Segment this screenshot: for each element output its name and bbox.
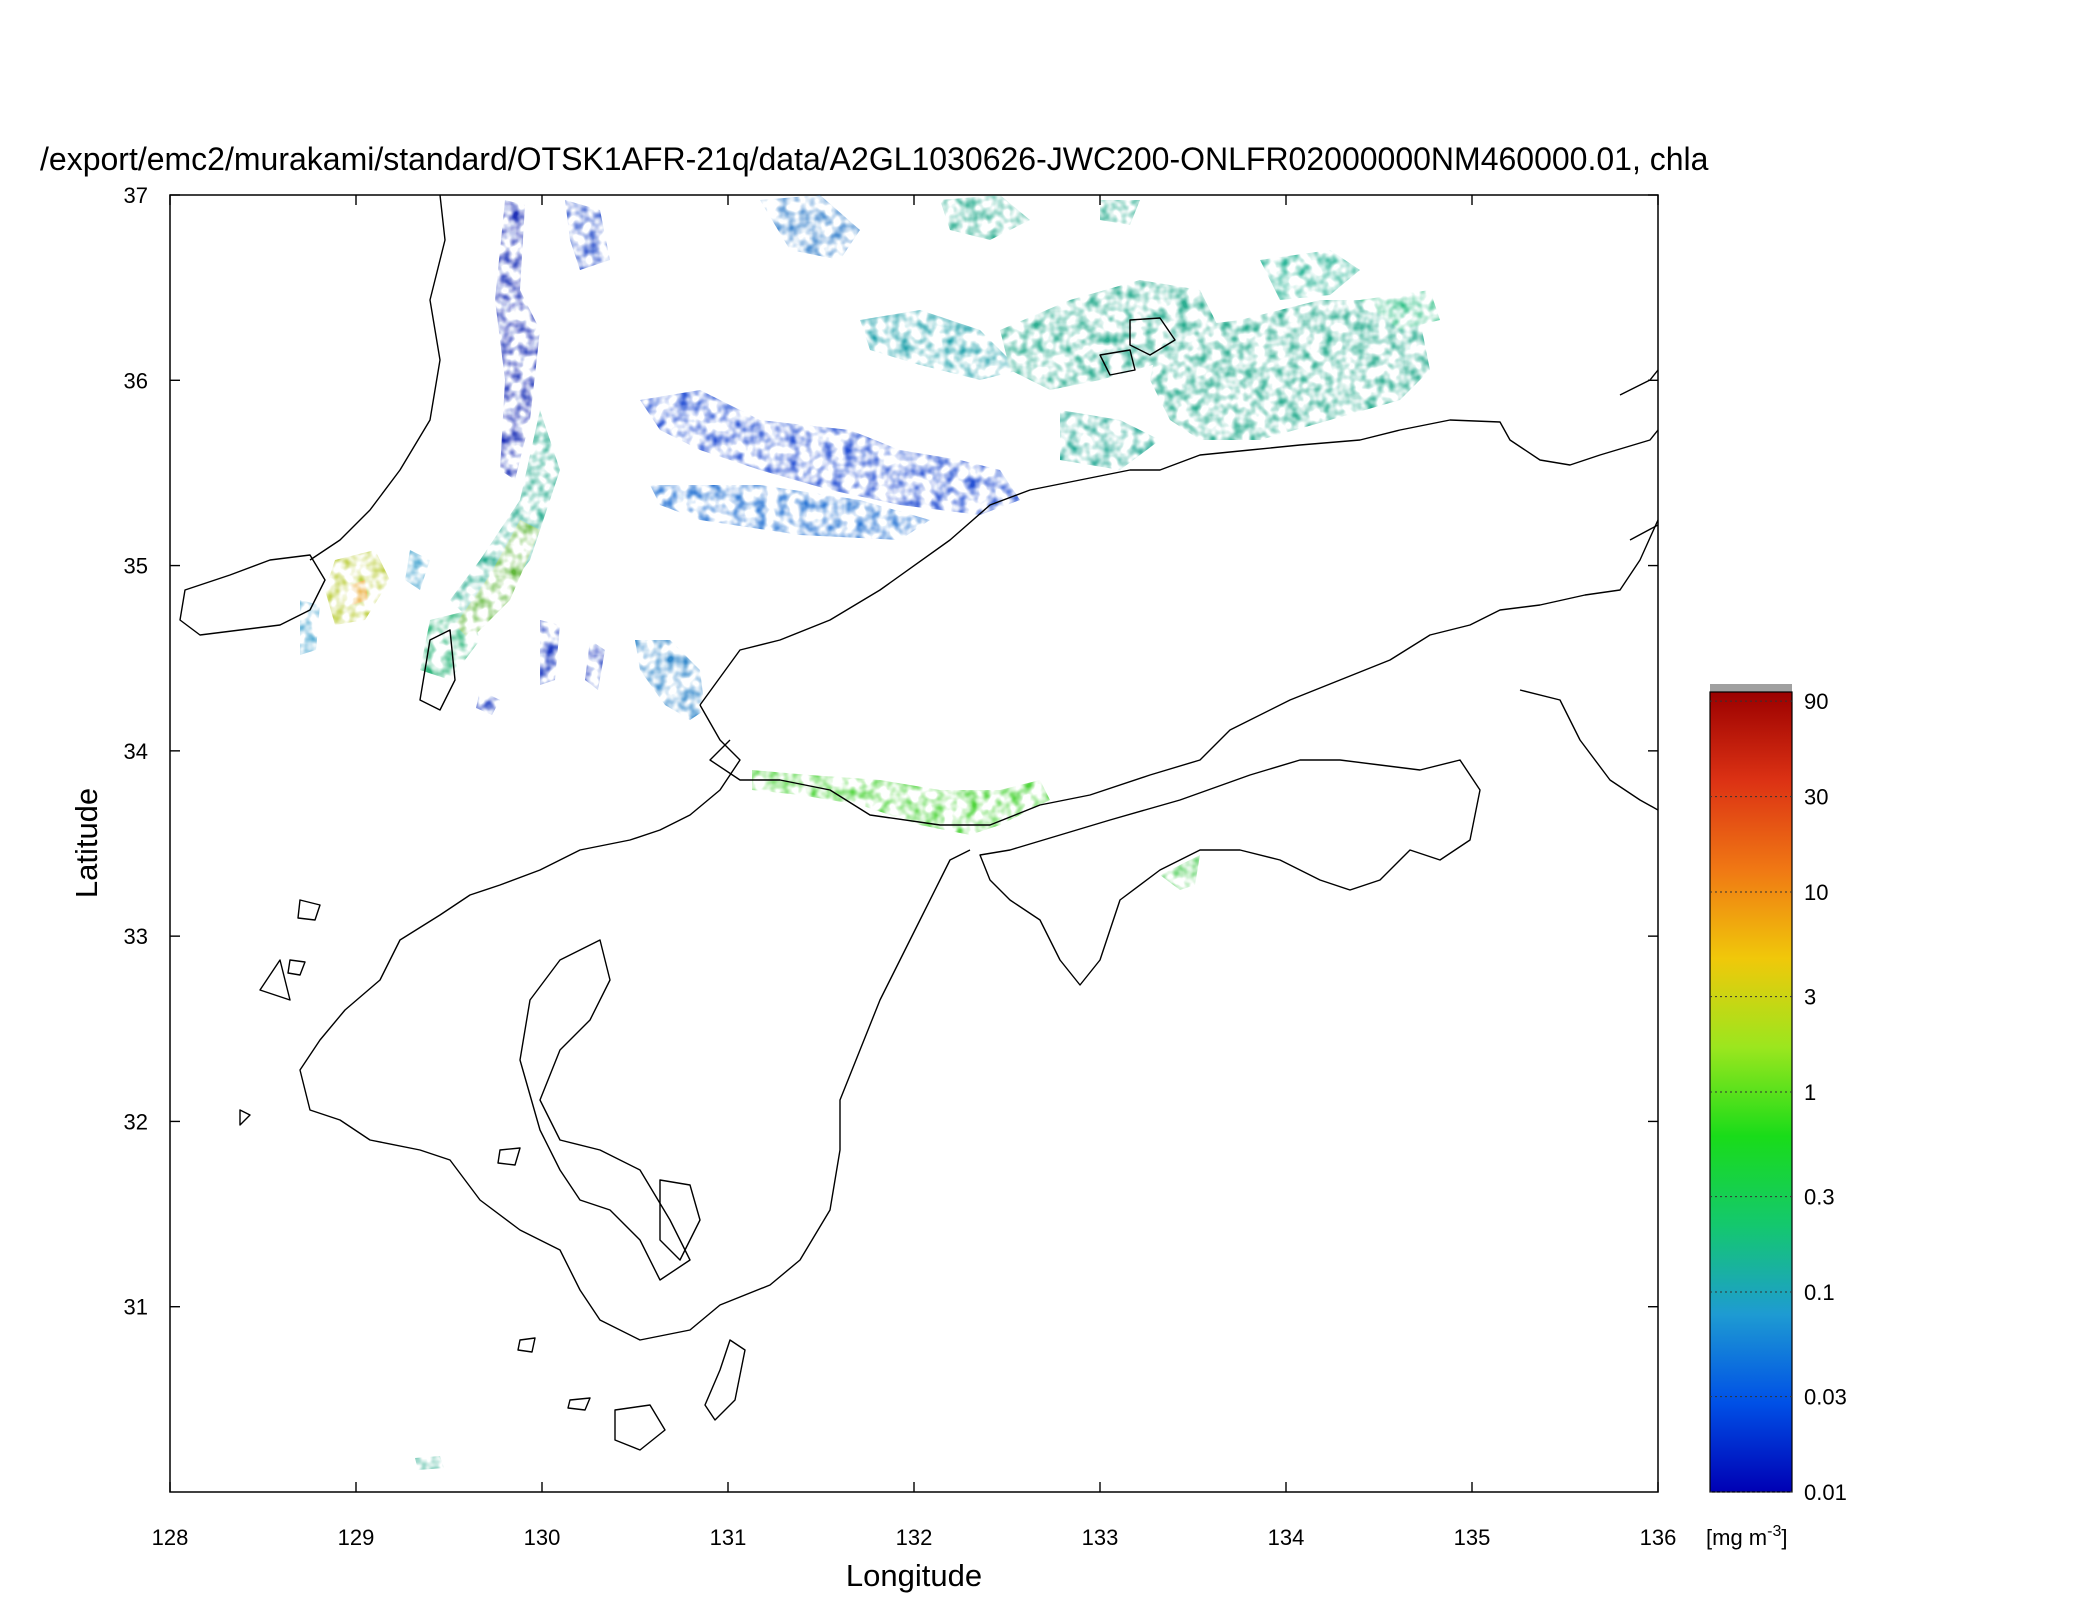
x-tick-label: 134 [1268,1525,1305,1550]
x-tick-label: 128 [152,1525,189,1550]
colorbar-tick-label: 0.01 [1804,1480,1847,1505]
coast-shikoku [979,759,1481,986]
x-tick-label: 136 [1640,1525,1677,1550]
colorbar-tick-label: 1 [1804,1080,1816,1105]
colorbar-unit-suffix: ] [1781,1525,1787,1550]
map-title: /export/emc2/murakami/standard/OTSK1AFR-… [40,141,1709,177]
sea-of-japan-band-1 [650,485,930,540]
seto-inland-sea [752,770,1050,835]
chlorophyll-patches [300,195,1440,1470]
colorbar: 0.01 0.03 0.1 0.3 1 3 10 30 90 [1709,684,1847,1505]
nw-stream-2 [565,200,610,270]
y-tick-label: 34 [124,739,148,764]
x-tick-label: 129 [338,1525,375,1550]
y-tick-label: 37 [124,183,148,208]
coast-yakushima [614,1404,666,1451]
colorbar-tick-label: 0.1 [1804,1280,1835,1305]
tosa-bay [1160,855,1200,890]
colorbar-tick-label: 30 [1804,785,1828,810]
hibiki-nada [635,640,705,720]
south-islet [415,1456,444,1470]
coast-goto [179,554,326,636]
colorbar-overflow [1710,684,1792,693]
nw-stream-1 [495,200,540,480]
x-tick-label: 131 [710,1525,747,1550]
sea-of-japan-green-4 [1360,290,1440,330]
sea-of-japan-green [1150,300,1430,440]
coast-kyushu [299,704,971,1341]
coast-tsushima [419,629,456,711]
x-tick-label: 132 [896,1525,933,1550]
map-axes: 128 129 130 131 132 133 134 135 136 31 32 33 34 35 36 3… [124,183,1677,1550]
sea-of-japan-green-1 [1000,280,1220,390]
tsushima-strait [455,520,540,640]
colorbar-unit-prefix: [mg m [1706,1525,1767,1550]
coast-islets [239,899,591,1411]
colorbar-unit: [mg m-3] [1706,1523,1787,1550]
y-tick-label: 36 [124,368,148,393]
y-tick-label: 32 [124,1109,148,1134]
x-axis-label: Longitude [846,1558,982,1593]
y-axis-label: Latitude [69,788,104,898]
map-plot-area [169,194,1659,1493]
colorbar-tick-label: 0.03 [1804,1385,1847,1410]
sea-of-japan-band-2 [860,310,1020,380]
coast-inner-bay [519,939,691,1281]
nw-stream-3 [450,410,560,620]
coast-tanegashima [704,1339,746,1421]
coastlines [179,195,1658,1451]
sea-of-japan-green-2 [1060,410,1160,470]
x-tick-label: 135 [1454,1525,1491,1550]
x-tick-label: 130 [524,1525,561,1550]
colorbar-tick-label: 0.3 [1804,1185,1835,1210]
goto-specks [300,550,430,655]
x-tick-label: 133 [1082,1525,1119,1550]
y-tick-label: 31 [124,1295,148,1320]
sea-of-japan-green-5 [940,195,1140,240]
goto-high-core [350,580,368,605]
coast-kii [1519,689,1658,811]
colorbar-tick-label: 3 [1804,985,1816,1010]
colorbar-tick-label: 10 [1804,880,1828,905]
coast-oki [1099,349,1136,376]
blue-specks [476,620,605,715]
colorbar-unit-exp: -3 [1767,1523,1781,1540]
sea-of-japan-green-3 [1260,250,1360,300]
coast-kagoshima [659,1179,701,1261]
coast-honshu [699,419,1658,826]
coast-korea [309,195,446,561]
y-tick-label: 35 [124,554,148,579]
sea-of-japan-band-3 [760,195,860,260]
coast-sado [1129,317,1176,356]
sea-of-japan-blue [640,390,1020,515]
y-tick-label: 33 [124,924,148,949]
colorbar-tick-label: 90 [1804,689,1828,714]
